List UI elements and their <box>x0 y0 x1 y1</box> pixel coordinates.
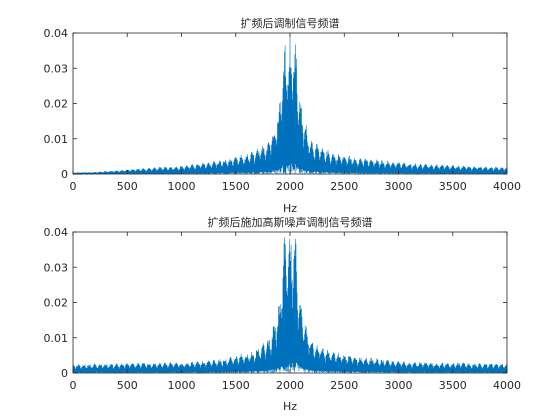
x-ticks-bottom: 0 500 1000 1500 2000 2500 3000 3500 4000 <box>70 232 521 392</box>
x-tick-label: 3000 <box>385 379 413 392</box>
x-tick-label: 2000 <box>276 379 304 392</box>
y-tick-label: 0 <box>61 168 68 181</box>
y-tick-label: 0.03 <box>44 62 69 75</box>
x-tick-label: 0 <box>70 379 77 392</box>
title-top: 扩频后调制信号频谱 <box>241 16 340 30</box>
y-tick-label: 0.01 <box>44 133 69 146</box>
y-ticks-top: 0 0.01 0.02 0.03 0.04 <box>44 27 507 181</box>
x-tick-label: 3500 <box>439 180 467 193</box>
x-tick-label: 1500 <box>222 379 250 392</box>
x-tick-label: 2000 <box>276 180 304 193</box>
subplot-top: 扩频后调制信号频谱 0 500 1000 1500 2000 2500 3000 3500 40… <box>44 16 522 215</box>
xlabel-bottom: Hz <box>283 400 297 413</box>
x-tick-label: 3500 <box>439 379 467 392</box>
x-tick-label: 4000 <box>493 180 521 193</box>
y-tick-label: 0.01 <box>44 332 69 345</box>
spectrum-line-top <box>72 36 508 176</box>
y-tick-label: 0 <box>61 367 68 380</box>
y-ticks-bottom: 0 0.01 0.02 0.03 0.04 <box>44 226 507 380</box>
x-tick-label: 500 <box>117 180 138 193</box>
x-tick-label: 1000 <box>168 180 196 193</box>
x-tick-label: 2500 <box>330 180 358 193</box>
x-tick-label: 2500 <box>330 379 358 392</box>
x-tick-label: 0 <box>70 180 77 193</box>
spectrum-line-bottom <box>72 237 508 374</box>
y-tick-label: 0.03 <box>44 261 69 274</box>
x-tick-label: 3000 <box>385 180 413 193</box>
y-tick-label: 0.02 <box>44 98 69 111</box>
x-tick-label: 4000 <box>493 379 521 392</box>
x-tick-label: 1500 <box>222 180 250 193</box>
y-tick-label: 0.04 <box>44 226 69 239</box>
xlabel-top: Hz <box>283 202 297 215</box>
x-ticks-top: 0 500 1000 1500 2000 2500 3000 3500 4000 <box>70 33 521 193</box>
x-tick-label: 1000 <box>168 379 196 392</box>
y-tick-label: 0.04 <box>44 27 69 40</box>
subplot-bottom: 扩频后施加高斯噪声调制信号频谱 0 500 1000 1500 2000 2500 3000… <box>44 215 522 413</box>
y-tick-label: 0.02 <box>44 297 69 310</box>
title-bottom: 扩频后施加高斯噪声调制信号频谱 <box>208 215 373 229</box>
x-tick-label: 500 <box>117 379 138 392</box>
